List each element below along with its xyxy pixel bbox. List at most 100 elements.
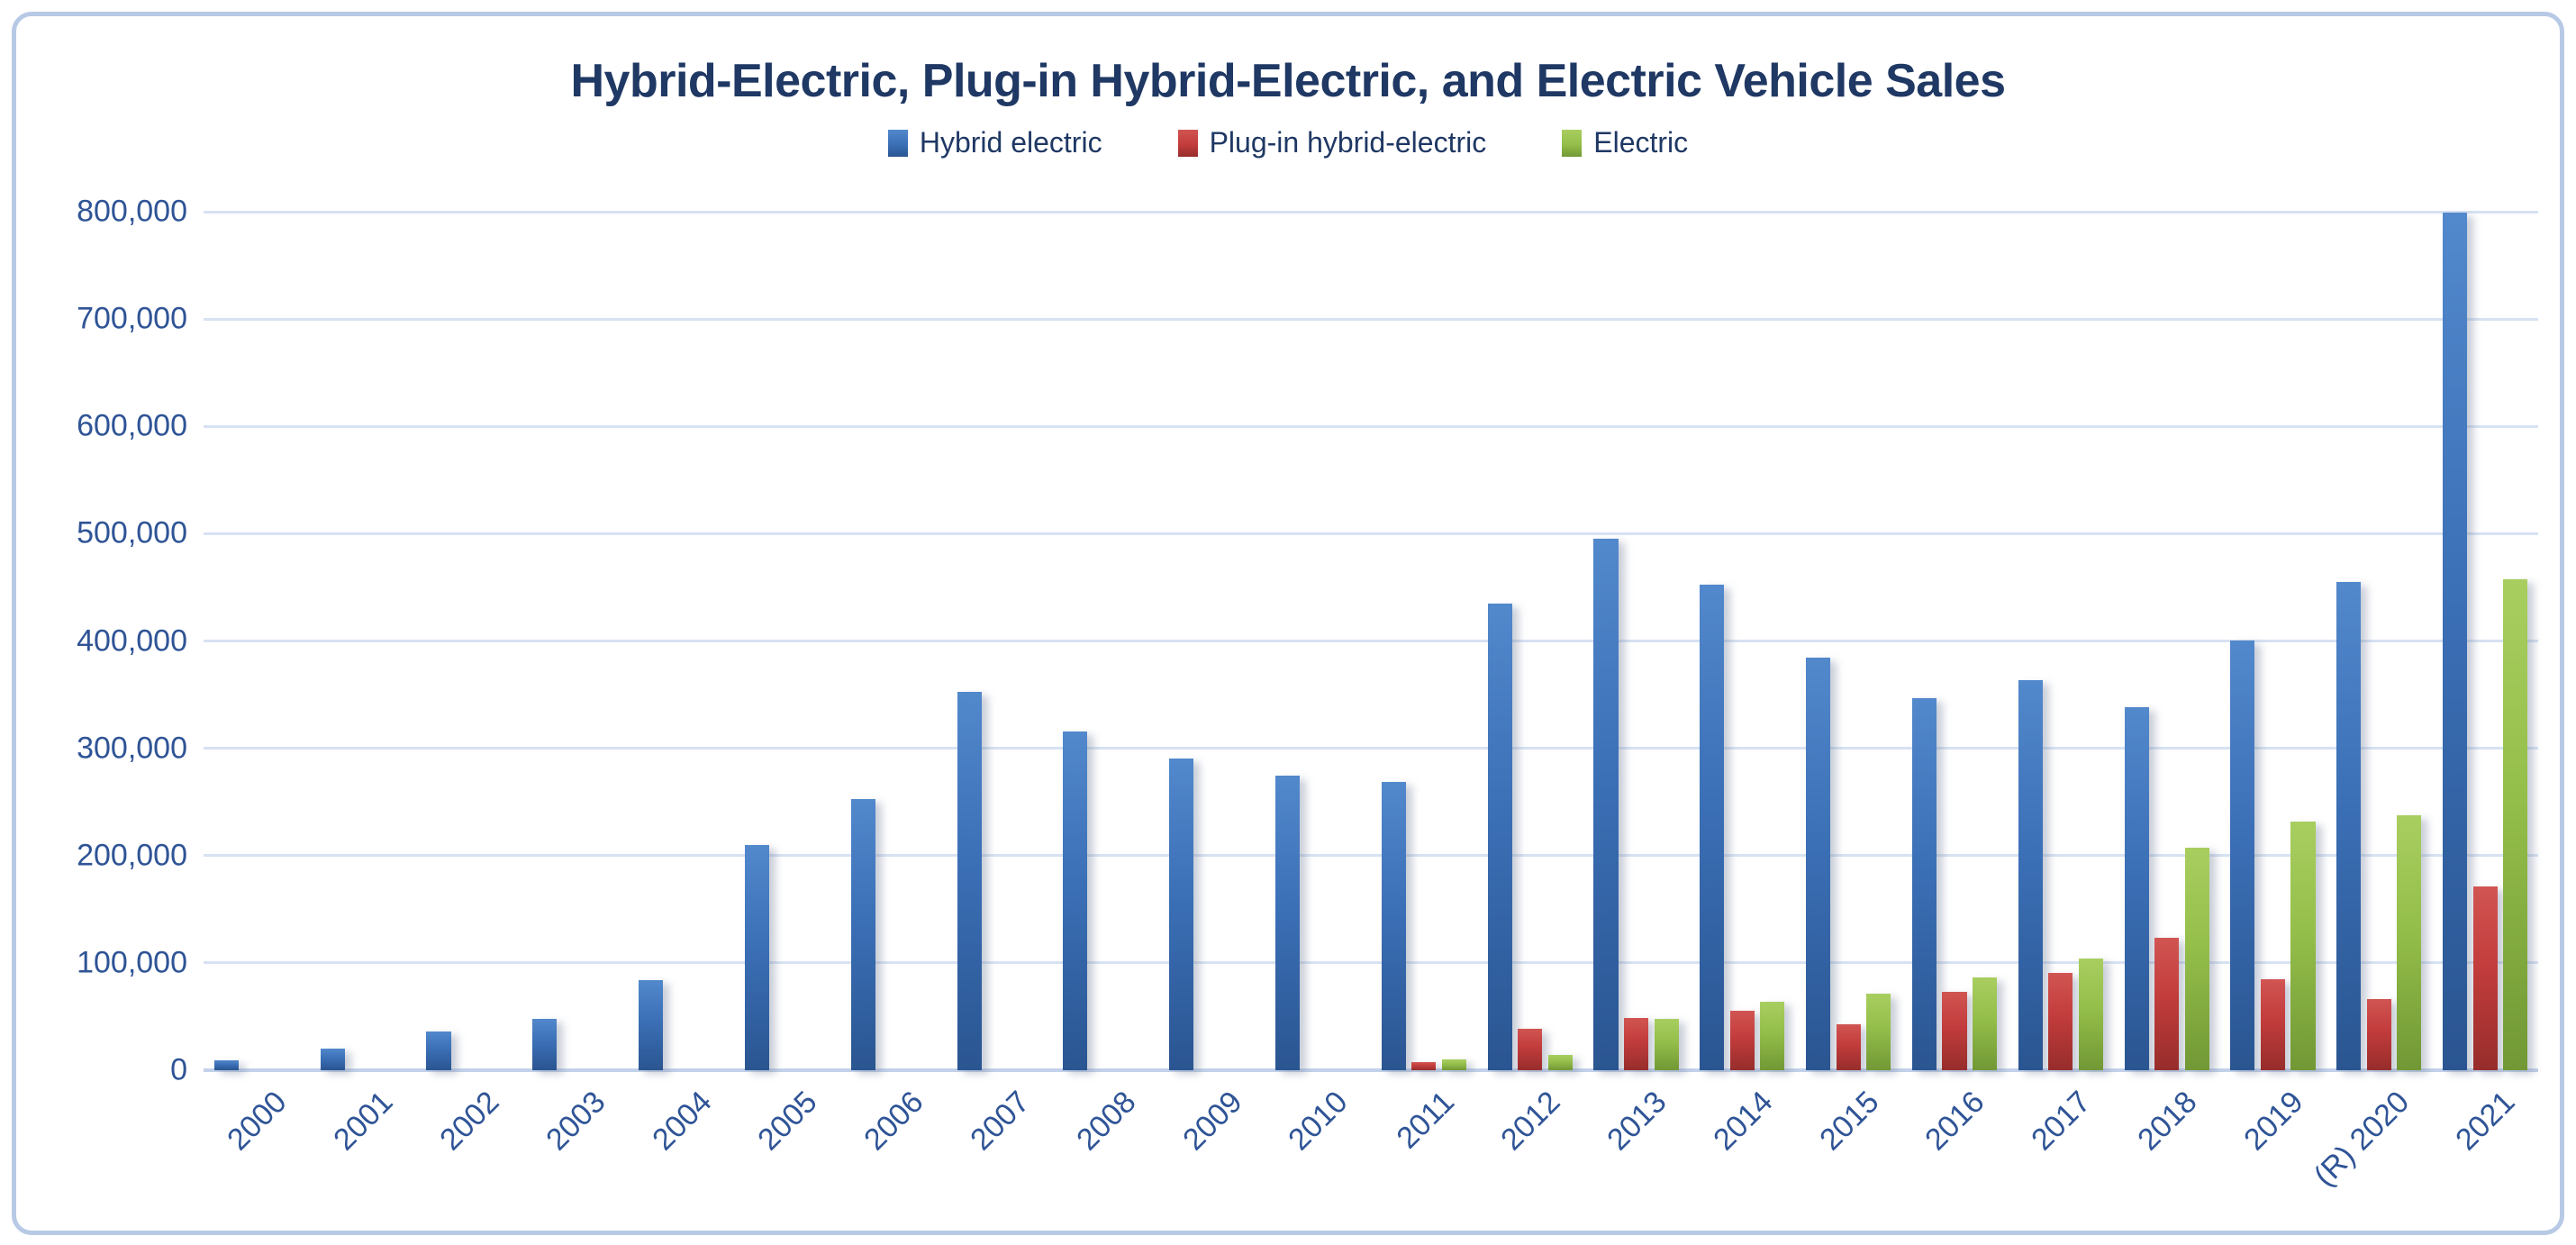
x-tick-label-2019: 2019 bbox=[2236, 1085, 2310, 1158]
year-group-2000: 2000 bbox=[204, 212, 310, 1157]
year-group-2008: 2008 bbox=[1053, 212, 1159, 1157]
x-tick-label-2011: 2011 bbox=[1390, 1085, 1461, 1156]
year-group-2007: 2007 bbox=[947, 212, 1053, 1157]
bar-electric-2018 bbox=[2184, 848, 2209, 1070]
bar-hybrid-electric-2007 bbox=[957, 692, 982, 1070]
chart-frame: Hybrid-Electric, Plug-in Hybrid-Electric… bbox=[12, 12, 2564, 1235]
x-tick-label-2006: 2006 bbox=[857, 1085, 930, 1158]
x-axis-line bbox=[204, 1068, 2538, 1072]
bar-electric-2012 bbox=[1547, 1055, 1573, 1070]
bar-hybrid-electric-2004 bbox=[639, 979, 664, 1070]
bar-hybrid-electric-2018 bbox=[2124, 707, 2149, 1070]
x-tick-label-2005: 2005 bbox=[751, 1085, 824, 1158]
x-tick-label-2008: 2008 bbox=[1069, 1085, 1143, 1158]
legend-item-plug-in-hybrid-electric: Plug-in hybrid-electric bbox=[1177, 126, 1487, 159]
bar-hybrid-electric-2006 bbox=[850, 799, 875, 1070]
bar-electric-2016 bbox=[1973, 977, 1998, 1070]
legend-item-electric: Electric bbox=[1562, 126, 1688, 159]
x-tick-label-2017: 2017 bbox=[2025, 1085, 2098, 1158]
year-group-2014: 2014 bbox=[1689, 212, 1795, 1157]
x-tick-label-2007: 2007 bbox=[964, 1085, 1037, 1158]
bar-plug-in-hybrid-electric-2015 bbox=[1836, 1023, 1861, 1070]
bar-plug-in-hybrid-electric-2012 bbox=[1518, 1029, 1543, 1070]
gridline-800,000 bbox=[204, 210, 2538, 214]
gridline-600,000 bbox=[204, 424, 2538, 428]
bar-plug-in-hybrid-electric-2019 bbox=[2260, 978, 2285, 1070]
bar-hybrid-electric-2009 bbox=[1169, 759, 1194, 1070]
bar-plug-in-hybrid-electric-2011 bbox=[1411, 1061, 1437, 1070]
year-group-2018: 2018 bbox=[2114, 212, 2220, 1157]
gridline-300,000 bbox=[204, 747, 2538, 750]
bar-electric-2017 bbox=[2078, 958, 2103, 1070]
year-group-2019: 2019 bbox=[2220, 212, 2327, 1157]
legend-swatch-plug-in-hybrid-electric-icon bbox=[1177, 129, 1198, 157]
year-group-2011: 2011 bbox=[1371, 212, 1477, 1156]
bar-hybrid-electric-2005 bbox=[744, 845, 769, 1070]
gridline-100,000 bbox=[204, 961, 2538, 965]
y-tick-label-0: 0 bbox=[170, 1052, 187, 1087]
legend-item-hybrid-electric: Hybrid electric bbox=[887, 126, 1102, 159]
x-tick-label-2001: 2001 bbox=[327, 1085, 400, 1158]
gridline-400,000 bbox=[204, 640, 2538, 642]
x-tick-label-2018: 2018 bbox=[2131, 1085, 2204, 1158]
x-tick-label-(R) 2020: (R) 2020 bbox=[2307, 1085, 2417, 1194]
x-tick-label-2012: 2012 bbox=[1494, 1085, 1567, 1158]
year-group-2001: 2001 bbox=[310, 212, 416, 1157]
bar-hybrid-electric-2012 bbox=[1487, 604, 1512, 1070]
year-group-2021: 2021 bbox=[2432, 212, 2538, 1157]
bar-electric-2021 bbox=[2503, 579, 2528, 1070]
bar-hybrid-electric-2014 bbox=[1700, 585, 1725, 1070]
legend-label-plug-in-hybrid-electric: Plug-in hybrid-electric bbox=[1209, 126, 1487, 159]
bar-electric-2011 bbox=[1441, 1059, 1467, 1070]
year-group-2015: 2015 bbox=[1795, 212, 1901, 1157]
year-group-2005: 2005 bbox=[734, 212, 840, 1157]
year-group-2010: 2010 bbox=[1265, 212, 1371, 1157]
bar-hybrid-electric-2019 bbox=[2230, 640, 2255, 1070]
bar-electric-2019 bbox=[2290, 821, 2316, 1070]
legend: Hybrid electric Plug-in hybrid-electric El… bbox=[16, 126, 2560, 159]
y-tick-label-100,000: 100,000 bbox=[77, 945, 187, 980]
y-tick-label-500,000: 500,000 bbox=[77, 515, 187, 550]
year-group-2006: 2006 bbox=[840, 212, 947, 1157]
bar-plug-in-hybrid-electric-2018 bbox=[2154, 937, 2180, 1070]
bar-electric-2013 bbox=[1654, 1019, 1679, 1070]
x-tick-label-2002: 2002 bbox=[433, 1085, 506, 1158]
chart-title: Hybrid-Electric, Plug-in Hybrid-Electric… bbox=[570, 55, 2006, 107]
bar-plug-in-hybrid-electric-2021 bbox=[2472, 886, 2498, 1070]
x-tick-label-2021: 2021 bbox=[2449, 1085, 2522, 1158]
bar-electric-2014 bbox=[1760, 1002, 1785, 1070]
y-tick-label-300,000: 300,000 bbox=[77, 731, 187, 766]
x-tick-label-2015: 2015 bbox=[1812, 1085, 1886, 1158]
bar-hybrid-electric-(R) 2020 bbox=[2336, 581, 2362, 1070]
x-tick-label-2004: 2004 bbox=[645, 1085, 719, 1158]
year-group-2003: 2003 bbox=[522, 212, 628, 1157]
bar-hybrid-electric-2001 bbox=[320, 1048, 345, 1070]
x-tick-label-2009: 2009 bbox=[1175, 1085, 1249, 1158]
bar-plug-in-hybrid-electric-2016 bbox=[1942, 992, 1967, 1070]
legend-label-electric: Electric bbox=[1593, 126, 1689, 159]
bar-plug-in-hybrid-electric-(R) 2020 bbox=[2366, 998, 2391, 1070]
year-group-2013: 2013 bbox=[1583, 212, 1690, 1157]
bar-hybrid-electric-2003 bbox=[532, 1019, 558, 1070]
gridline-500,000 bbox=[204, 532, 2538, 535]
legend-label-hybrid-electric: Hybrid electric bbox=[919, 126, 1102, 159]
bar-hybrid-electric-2010 bbox=[1274, 776, 1301, 1070]
x-tick-label-2013: 2013 bbox=[1601, 1085, 1673, 1158]
year-group-2012: 2012 bbox=[1477, 212, 1583, 1157]
x-tick-label-2000: 2000 bbox=[221, 1085, 294, 1158]
gridline-700,000 bbox=[204, 317, 2538, 321]
x-tick-label-2014: 2014 bbox=[1706, 1085, 1780, 1158]
y-tick-label-400,000: 400,000 bbox=[77, 623, 187, 658]
bar-hybrid-electric-2002 bbox=[426, 1031, 451, 1070]
bar-hybrid-electric-2017 bbox=[2018, 680, 2043, 1070]
plot-area: 0 100,000 200,000 300,000 400,000 500,000 600,… bbox=[77, 195, 2538, 1193]
x-tick-label-2010: 2010 bbox=[1282, 1085, 1355, 1158]
x-tick-label-2003: 2003 bbox=[539, 1085, 612, 1158]
bar-electric-(R) 2020 bbox=[2397, 815, 2422, 1070]
y-tick-label-800,000: 800,000 bbox=[77, 194, 187, 229]
year-group-2004: 2004 bbox=[628, 212, 734, 1157]
y-tick-label-700,000: 700,000 bbox=[77, 301, 187, 336]
gridline-200,000 bbox=[204, 854, 2538, 858]
bar-hybrid-electric-2008 bbox=[1063, 731, 1088, 1070]
bar-plug-in-hybrid-electric-2013 bbox=[1623, 1017, 1649, 1070]
